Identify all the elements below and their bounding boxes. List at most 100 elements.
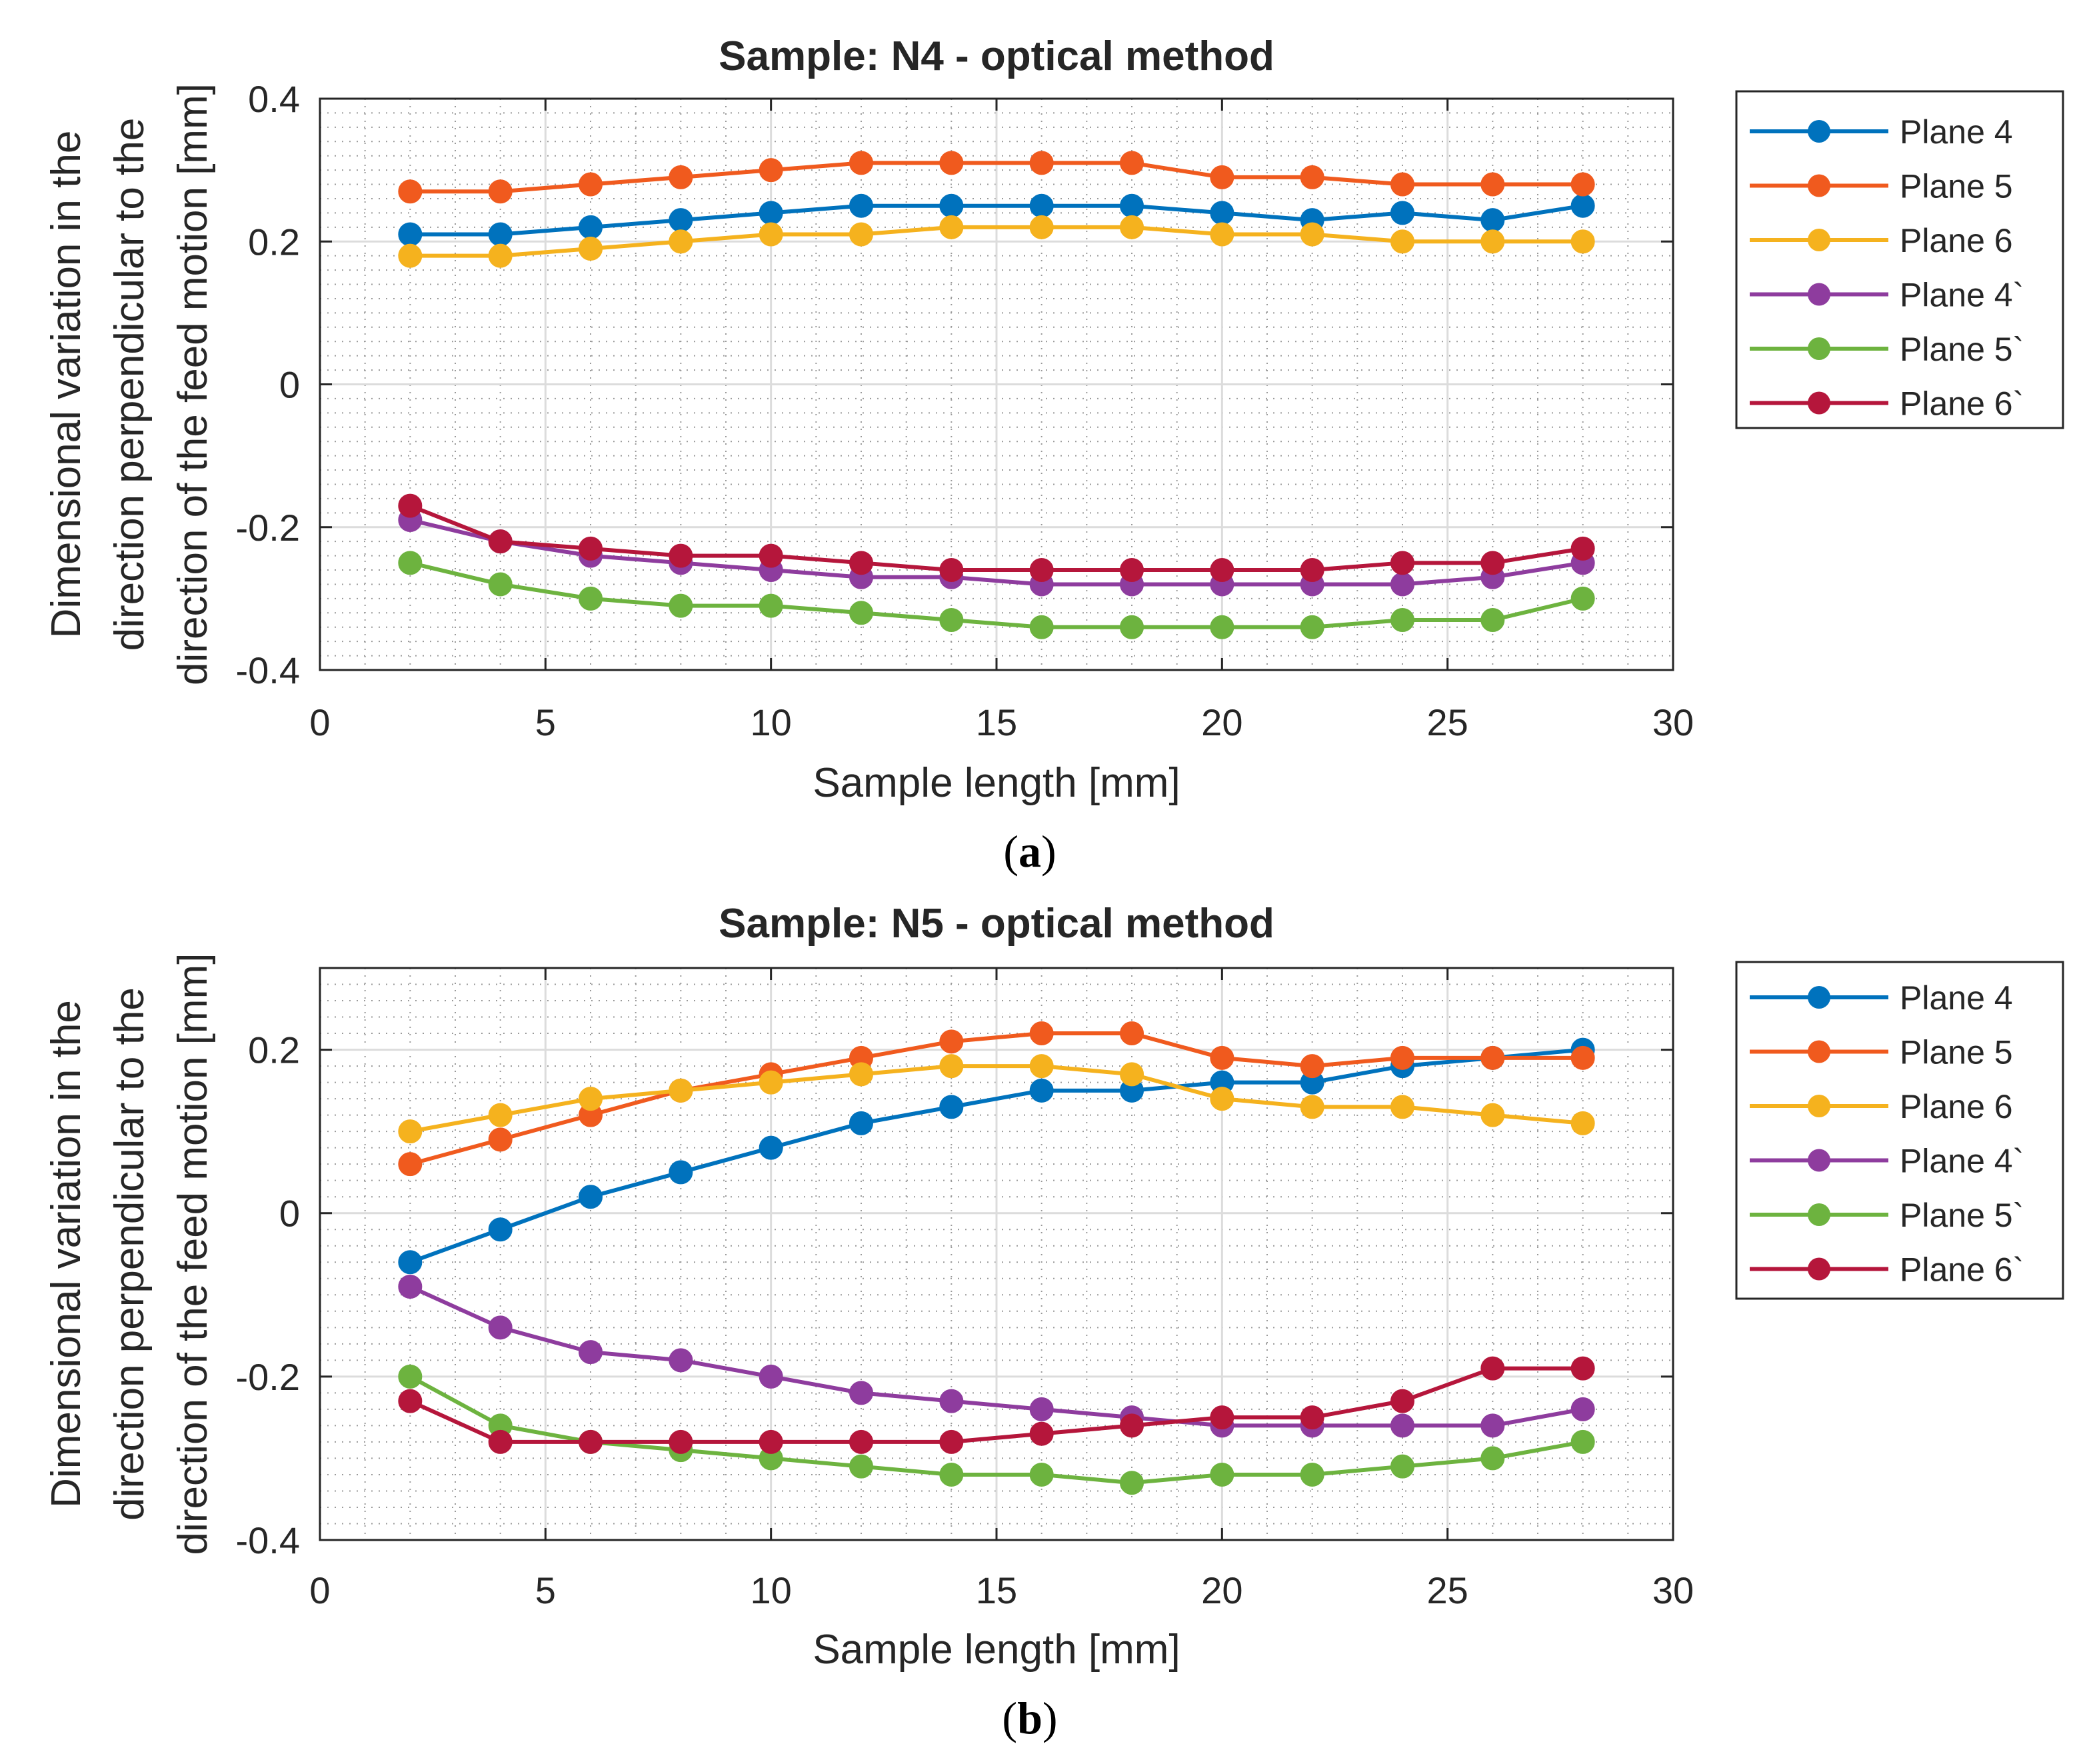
legend[interactable]: Plane 4 Plane 5 Plane 6 Plane 4` Plane 5` Pla… xyxy=(1735,90,2064,429)
data-point xyxy=(398,1250,423,1275)
series-line xyxy=(410,161,1583,194)
data-point xyxy=(849,1429,873,1454)
data-point xyxy=(1390,172,1414,197)
data-point xyxy=(1570,1356,1595,1381)
data-point xyxy=(1120,1471,1144,1495)
data-point xyxy=(1029,1397,1054,1421)
data-point xyxy=(1480,1356,1505,1381)
data-point xyxy=(1390,1413,1414,1438)
legend-item[interactable]: Plane 6 xyxy=(1750,222,2013,259)
x-tick-label: 25 xyxy=(1427,1569,1468,1611)
legend-label: Plane 6 xyxy=(1900,1088,2013,1125)
legend-item[interactable]: Plane 6` xyxy=(1750,385,2024,423)
data-point xyxy=(1029,558,1054,583)
legend-swatch-marker xyxy=(1808,120,1830,143)
series-5 xyxy=(398,551,1595,639)
data-point xyxy=(579,1087,603,1111)
legend-label: Plane 4 xyxy=(1900,979,2013,1017)
series-line xyxy=(409,503,1584,573)
series-line xyxy=(409,1366,1583,1444)
legend-swatch-marker xyxy=(1808,391,1830,415)
legend-item[interactable]: Plane 6 xyxy=(1750,1088,2013,1125)
data-point xyxy=(1480,1446,1505,1471)
data-point xyxy=(398,222,423,247)
data-point xyxy=(759,543,783,568)
data-point xyxy=(1120,151,1144,175)
legend-item[interactable]: Plane 6` xyxy=(1750,1251,2024,1289)
legend-label: Plane 5` xyxy=(1900,331,2024,368)
data-point xyxy=(398,1389,423,1413)
data-point xyxy=(669,1160,693,1185)
series-line xyxy=(409,1047,1583,1265)
y-axis-label-line: direction perpendicular to the xyxy=(107,987,153,1521)
data-point xyxy=(1029,151,1054,175)
data-point xyxy=(939,215,964,239)
legend-label: Plane 6` xyxy=(1900,385,2024,423)
data-point xyxy=(939,151,964,175)
legend-item[interactable]: Plane 4` xyxy=(1750,1143,2024,1180)
data-point xyxy=(1210,1087,1234,1111)
data-point xyxy=(1300,1054,1324,1079)
data-point xyxy=(579,215,603,239)
data-point xyxy=(1029,1021,1054,1046)
data-point xyxy=(579,236,603,261)
data-point xyxy=(1480,172,1505,197)
data-point xyxy=(1570,1111,1595,1135)
legend-swatch-marker xyxy=(1808,1149,1830,1172)
legend-item[interactable]: Plane 4` xyxy=(1750,277,2024,314)
data-point xyxy=(398,1152,423,1177)
series-4 xyxy=(398,1275,1595,1438)
data-point xyxy=(1570,1397,1595,1421)
legend-label: Plane 5 xyxy=(1900,168,2013,205)
x-tick-label: 15 xyxy=(976,701,1017,743)
legend-label: Plane 4` xyxy=(1900,1143,2024,1180)
major-grid xyxy=(319,968,1674,1541)
legend-item[interactable]: Plane 5` xyxy=(1750,331,2024,368)
data-point xyxy=(1480,1413,1505,1438)
x-tick-label: 15 xyxy=(976,1569,1017,1611)
data-point xyxy=(759,1135,783,1160)
x-tick-label: 0 xyxy=(309,701,330,743)
data-point xyxy=(1210,615,1234,639)
data-point xyxy=(1210,201,1234,225)
data-point xyxy=(1390,551,1414,575)
y-axis-label-line: Dimensional variation in the xyxy=(43,1000,89,1508)
y-axis-label-line: direction of the feed motion [mm] xyxy=(170,953,216,1555)
data-point xyxy=(579,172,603,197)
data-point xyxy=(1480,608,1505,633)
series-6 xyxy=(398,493,1595,583)
data-point xyxy=(669,208,693,233)
data-point xyxy=(939,1095,964,1119)
data-point xyxy=(398,1119,423,1144)
data-point xyxy=(939,1029,964,1054)
data-point xyxy=(488,1103,513,1127)
legend-item[interactable]: Plane 4 xyxy=(1750,113,2013,151)
legend-item[interactable]: Plane 5 xyxy=(1750,1034,2013,1071)
x-tick-label: 25 xyxy=(1427,701,1468,743)
legend-item[interactable]: Plane 5` xyxy=(1750,1197,2024,1234)
legend-item[interactable]: Plane 4 xyxy=(1750,979,2013,1017)
legend[interactable]: Plane 4 Plane 5 Plane 6 Plane 4` Plane 5` Pla… xyxy=(1735,961,2064,1300)
y-tick-label: 0 xyxy=(279,364,300,406)
data-point xyxy=(669,593,693,618)
data-point xyxy=(849,601,873,625)
data-point xyxy=(759,1364,783,1389)
data-point xyxy=(1570,536,1595,561)
data-point xyxy=(1480,208,1505,233)
data-point xyxy=(1570,172,1595,197)
data-point xyxy=(1570,1429,1595,1454)
data-point xyxy=(1029,1421,1054,1446)
data-point xyxy=(1570,586,1595,611)
data-point xyxy=(669,1078,693,1103)
data-point xyxy=(1480,551,1505,575)
legend-swatch-marker xyxy=(1808,337,1830,360)
caption-close-paren: ) xyxy=(1042,1693,1058,1743)
data-point xyxy=(398,243,423,268)
data-point xyxy=(1300,1405,1324,1430)
data-point xyxy=(939,1054,964,1079)
data-point xyxy=(939,608,964,633)
legend-item[interactable]: Plane 5 xyxy=(1750,168,2013,205)
data-point xyxy=(1210,165,1234,189)
data-point xyxy=(1570,1045,1595,1070)
